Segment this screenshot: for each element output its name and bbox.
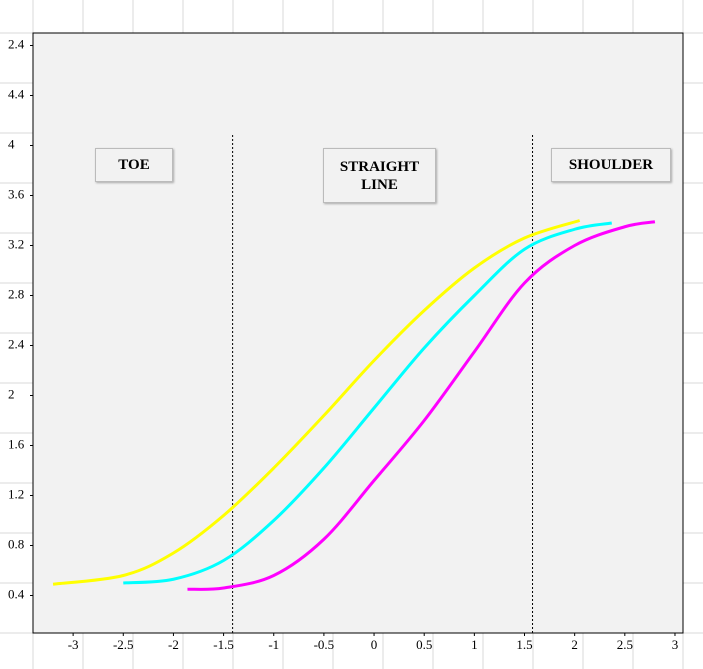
series-line	[123, 221, 613, 585]
x-tick-label: -2	[168, 637, 179, 652]
x-tick-label: 2	[571, 637, 578, 652]
y-tick-label: 4.4	[8, 86, 25, 101]
y-tick-label: 2	[8, 386, 15, 401]
x-tick-label: -1	[268, 637, 279, 652]
x-tick-label: -2.5	[113, 637, 134, 652]
y-tick-label: 0.8	[8, 536, 24, 551]
x-tick-label: 1.5	[516, 637, 532, 652]
zone-label: TOE	[95, 148, 173, 182]
x-tick-label: 0.5	[416, 637, 432, 652]
x-tick-label: 1	[471, 637, 478, 652]
plot-area	[32, 32, 684, 634]
x-tick-label: -0.5	[314, 637, 335, 652]
x-tick-label: -1.5	[213, 637, 234, 652]
series-line	[52, 219, 581, 586]
x-tick-label: -3	[68, 637, 79, 652]
y-tick-label: 2.4	[8, 336, 25, 351]
x-tick-label: 3	[672, 637, 679, 652]
y-tick-label: 4	[8, 136, 15, 151]
y-tick-label: 0.4	[8, 586, 25, 601]
y-tick-label: 2.4	[8, 36, 25, 51]
y-tick-label: 1.2	[8, 486, 24, 501]
series-line	[187, 220, 656, 591]
y-tick-label: 2.8	[8, 286, 24, 301]
zone-label: SHOULDER	[551, 148, 671, 182]
y-tick-label: 3.6	[8, 186, 25, 201]
y-tick-label: 3.2	[8, 236, 24, 251]
y-tick-label: 1.6	[8, 436, 25, 451]
zone-label: STRAIGHT LINE	[323, 148, 436, 203]
x-tick-label: 0	[371, 637, 378, 652]
x-tick-label: 2.5	[617, 637, 633, 652]
